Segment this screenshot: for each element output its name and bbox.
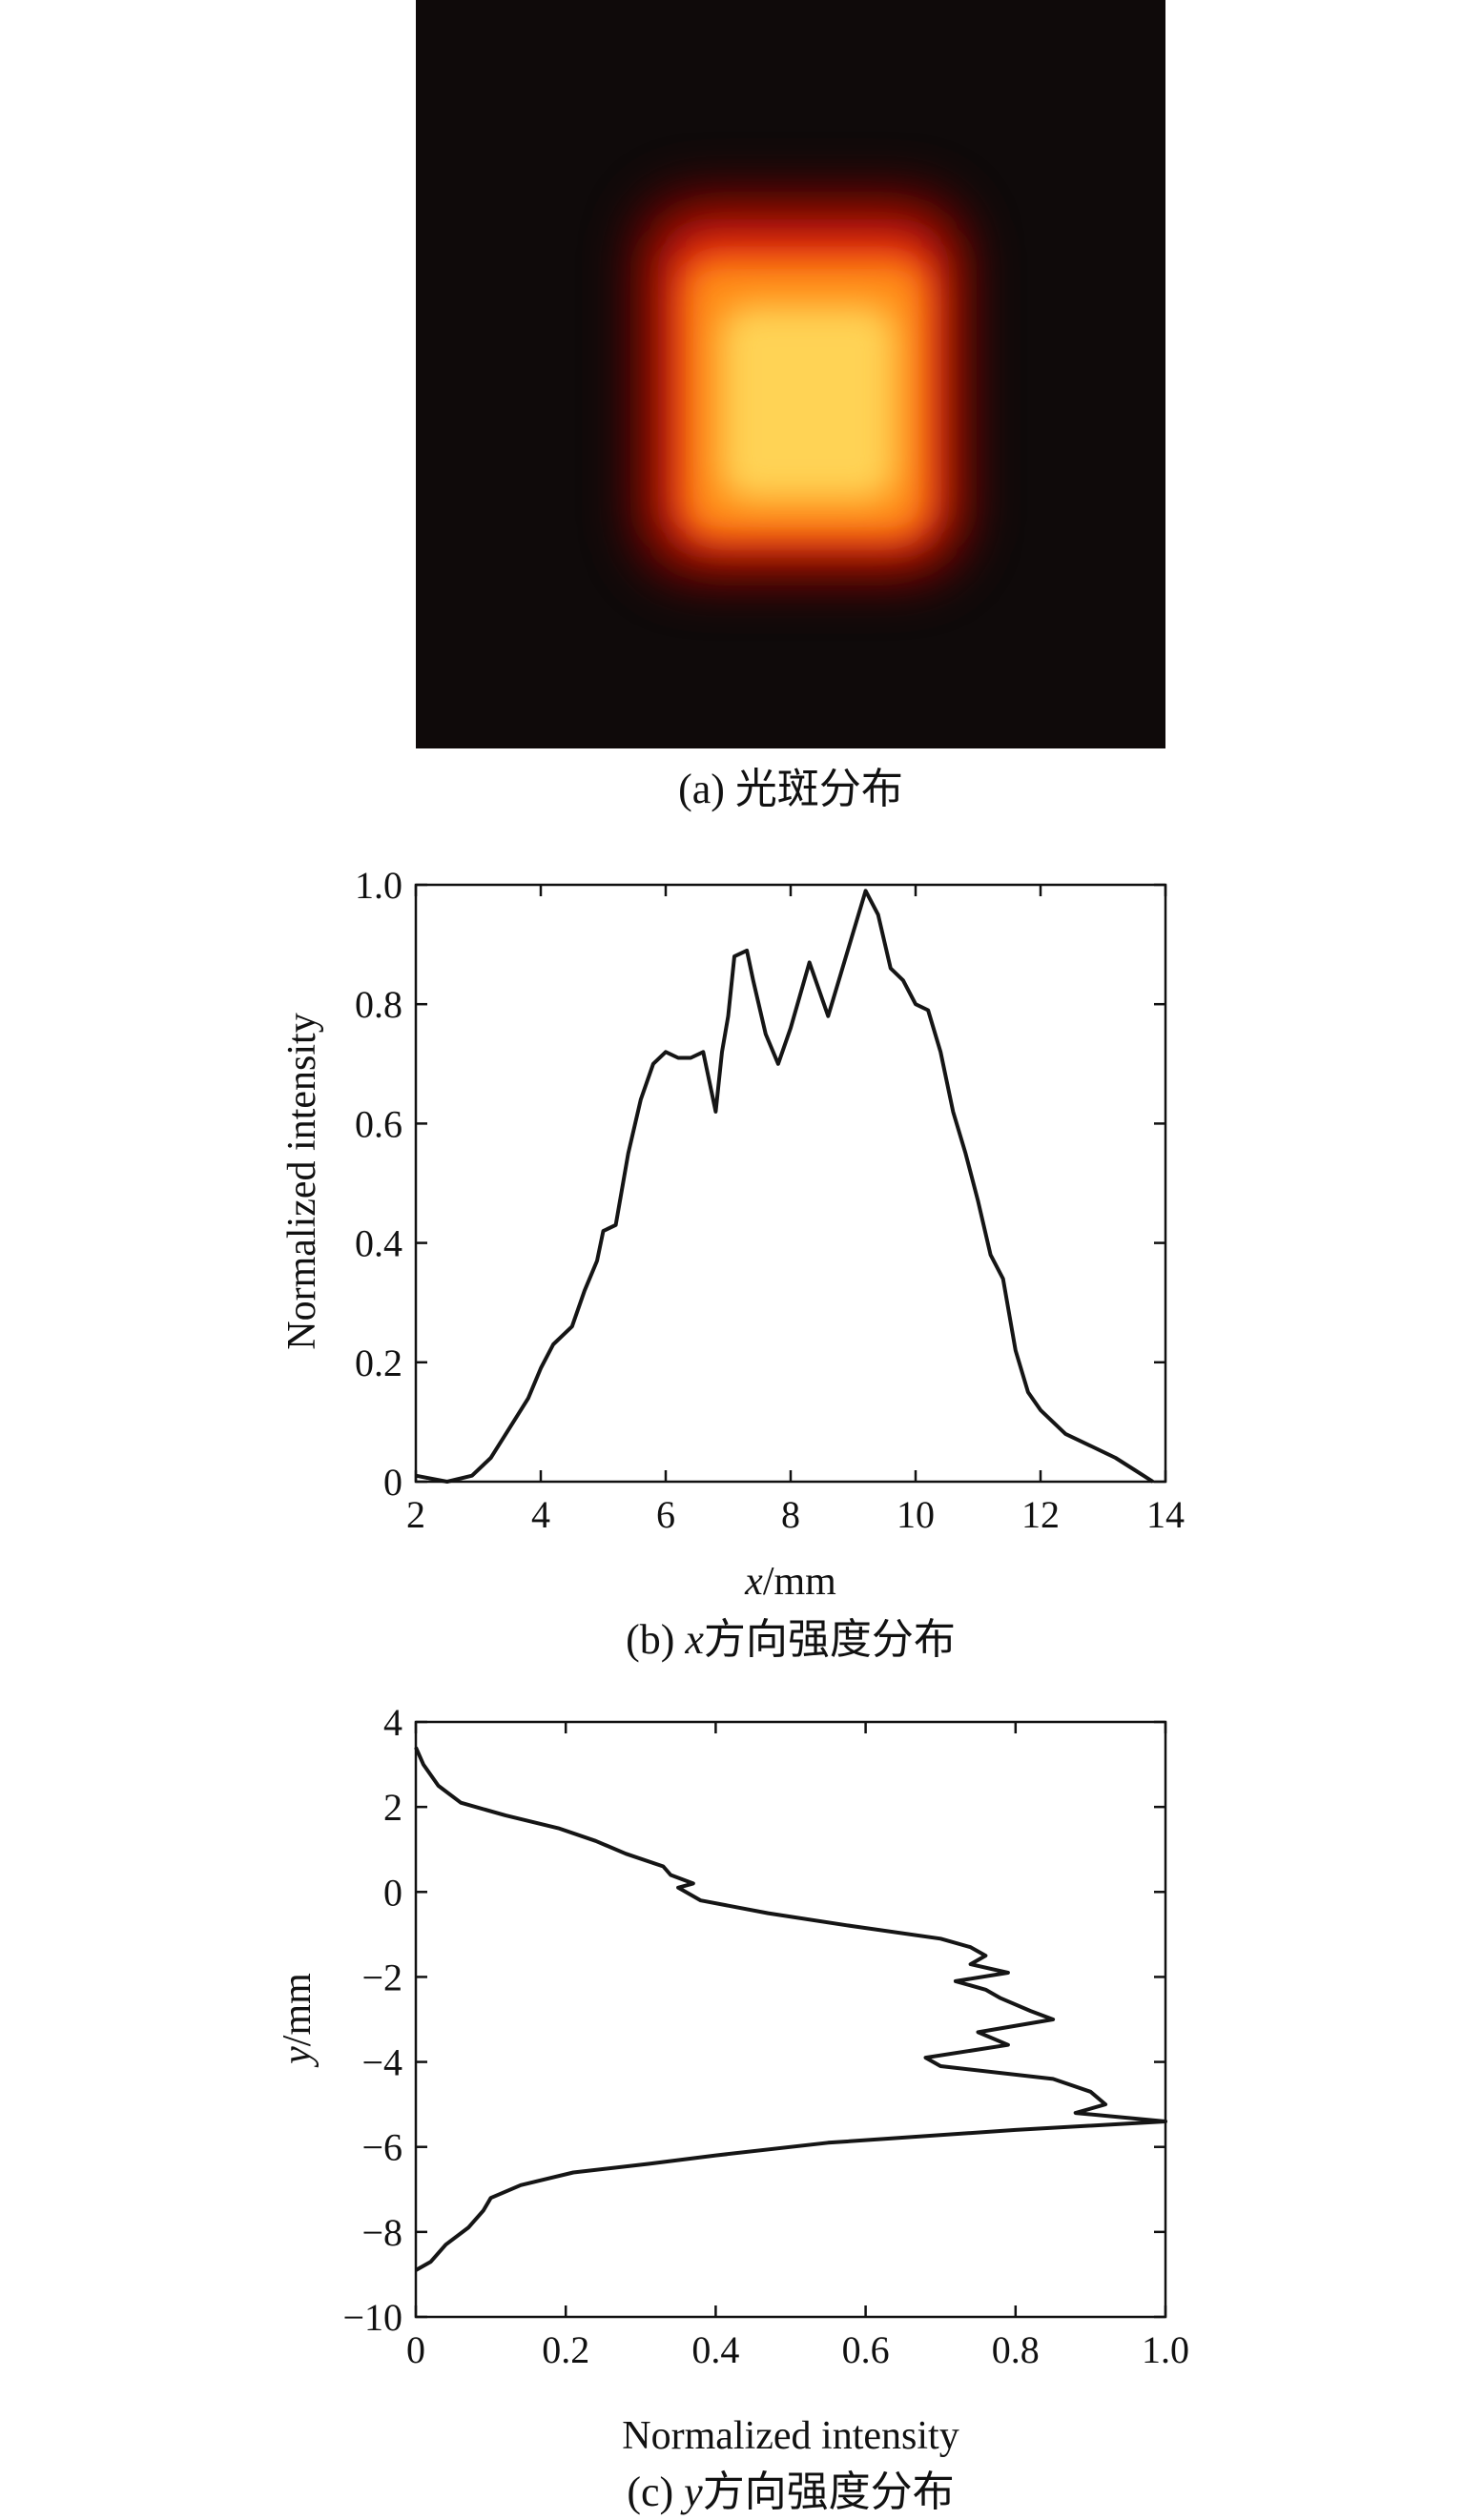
y-profile-axes: 0 0.2 0.4 0.6 0.8 1.0 4 2 0 −2 −4 −6 −8 −10: [342, 1701, 1189, 2371]
x-profile-plot-frame: [414, 883, 1167, 1484]
beam-spot-glow: [629, 186, 973, 586]
b-y-tick-label-2: 0.4: [355, 1222, 402, 1265]
y-profile-series-line: [414, 1746, 1167, 2272]
c-y-tick-label-5: −6: [361, 2126, 402, 2169]
x-profile-x-axis-label: x/mm: [744, 1560, 836, 1604]
b-x-tick-label-6: 14: [1146, 1493, 1185, 1536]
c-x-tick-label-0: 0: [406, 2328, 425, 2371]
y-profile-chart: 0 0.2 0.4 0.6 0.8 1.0 4 2 0 −2 −4 −6 −8 −10 Normalize…: [276, 1701, 1189, 2515]
x-profile-y-axis-label: Normalized intensity: [280, 1013, 324, 1349]
c-x-tick-label-3: 0.6: [842, 2328, 890, 2371]
y-profile-x-axis-label: Normalized intensity: [622, 2414, 959, 2458]
x-profile-chart: 2 4 6 8 10 12 14 0 0.2 0.4 0.6 0.8 1.0 x/mm Normaliz…: [280, 864, 1185, 1663]
c-y-tick-label-1: 2: [383, 1786, 402, 1829]
y-profile-y-axis-label: y/mm: [276, 1973, 320, 2068]
b-x-tick-label-4: 10: [897, 1493, 935, 1536]
caption-b: (b) x方向强度分布: [626, 1616, 956, 1663]
b-y-tick-label-4: 0.8: [355, 983, 402, 1026]
c-x-tick-label-5: 1.0: [1142, 2328, 1189, 2371]
b-y-tick-label-5: 1.0: [355, 864, 402, 907]
c-y-tick-label-2: 0: [383, 1871, 402, 1914]
c-y-tick-label-6: −8: [361, 2211, 402, 2254]
x-profile-axes: 2 4 6 8 10 12 14 0 0.2 0.4 0.6 0.8 1.0: [355, 864, 1185, 1536]
b-x-tick-label-5: 12: [1021, 1493, 1060, 1536]
caption-a: (a) 光斑分布: [678, 766, 903, 812]
b-y-tick-label-1: 0.2: [355, 1342, 402, 1384]
x-profile-series-line: [415, 889, 1154, 1484]
c-x-tick-label-1: 0.2: [542, 2328, 589, 2371]
b-x-tick-label-2: 6: [656, 1493, 675, 1536]
b-y-tick-label-3: 0.6: [355, 1102, 402, 1145]
b-x-tick-label-3: 8: [781, 1493, 800, 1536]
c-x-tick-label-2: 0.4: [691, 2328, 739, 2371]
b-y-tick-label-0: 0: [383, 1461, 402, 1504]
beam-spot-core: [720, 305, 897, 501]
c-x-tick-label-4: 0.8: [992, 2328, 1040, 2371]
c-y-tick-label-4: −4: [361, 2041, 402, 2084]
c-y-tick-label-3: −2: [361, 1956, 402, 1998]
b-x-tick-label-1: 4: [531, 1493, 550, 1536]
y-profile-plot-frame: [414, 1720, 1167, 2319]
beam-spot-panel: (a) 光斑分布: [416, 0, 1165, 812]
caption-c: (c) y方向强度分布: [627, 2469, 954, 2515]
c-y-tick-label-0: 4: [383, 1701, 402, 1744]
c-y-tick-label-7: −10: [342, 2296, 402, 2339]
b-x-tick-label-0: 2: [406, 1493, 425, 1536]
